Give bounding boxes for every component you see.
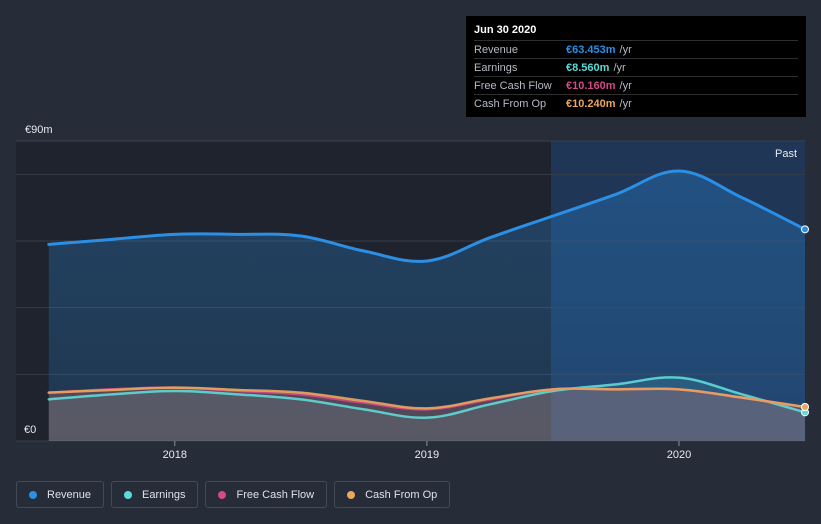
legend-item-earnings[interactable]: Earnings: [111, 481, 199, 508]
tooltip-unit: /yr: [619, 79, 632, 92]
tooltip-label: Cash From Op: [474, 97, 547, 110]
legend-item-cash-from-op[interactable]: Cash From Op: [334, 481, 451, 508]
revenue-area: [48, 170, 806, 442]
tooltip-value: €8.560m: [566, 61, 610, 74]
tooltip-label: Free Cash Flow: [474, 79, 552, 92]
tooltip-unit: /yr: [619, 43, 632, 56]
earnings-line: [47, 376, 807, 419]
x-axis-ticks: 2018 2019 2020: [163, 441, 691, 461]
tooltip-label: Revenue: [474, 43, 519, 56]
x-tick-label: 2020: [667, 449, 691, 461]
tooltip-value: €10.240m: [566, 97, 616, 110]
series-areas: [48, 170, 806, 442]
legend-dot-icon: [347, 490, 356, 499]
legend-dot-icon: [29, 490, 37, 499]
x-tick-label: 2018: [163, 449, 187, 461]
cash-from-op-area: [48, 387, 806, 441]
past-label: Past: [775, 148, 797, 160]
tooltip-row-revenue: Revenue €63.453m /yr: [474, 40, 798, 58]
x-tick-label: 2019: [415, 449, 439, 461]
revenue-end-point: [801, 225, 809, 234]
series-lines: [47, 169, 807, 419]
legend-label: Earnings: [142, 488, 186, 501]
tooltip-date: Jun 30 2020: [474, 24, 537, 36]
legend-item-revenue[interactable]: Revenue: [16, 481, 105, 508]
tooltip-unit: /yr: [613, 61, 626, 74]
tooltip-value: €63.453m: [566, 43, 616, 56]
earnings-area: [48, 377, 806, 441]
legend-item-free-cash-flow[interactable]: Free Cash Flow: [205, 481, 328, 508]
chart-legend: Revenue Earnings Free Cash Flow Cash Fro…: [16, 481, 451, 508]
series-end-points: [801, 225, 809, 417]
data-tooltip: Jun 30 2020 Revenue €63.453m /yr Earning…: [466, 16, 806, 117]
y-axis-bottom-label: €0: [24, 424, 36, 436]
tooltip-row-earnings: Earnings €8.560m /yr: [474, 58, 798, 76]
tooltip-value: €10.160m: [566, 79, 616, 92]
tooltip-unit: /yr: [619, 97, 632, 110]
cash-from-op-end-point: [801, 403, 809, 411]
tooltip-label: Earnings: [474, 61, 518, 74]
free-cash-flow-area: [48, 387, 806, 441]
revenue-line: [47, 169, 807, 263]
tooltip-row-free-cash-flow: Free Cash Flow €10.160m /yr: [474, 76, 798, 94]
legend-label: Revenue: [47, 488, 92, 501]
legend-dot-icon: [124, 490, 133, 499]
legend-dot-icon: [218, 490, 227, 499]
legend-label: Free Cash Flow: [236, 488, 315, 501]
tooltip-row-cash-from-op: Cash From Op €10.240m /yr: [474, 94, 798, 112]
y-axis-top-label: €90m: [25, 124, 53, 136]
legend-label: Cash From Op: [365, 488, 438, 501]
cash-from-op-line: [47, 386, 807, 410]
